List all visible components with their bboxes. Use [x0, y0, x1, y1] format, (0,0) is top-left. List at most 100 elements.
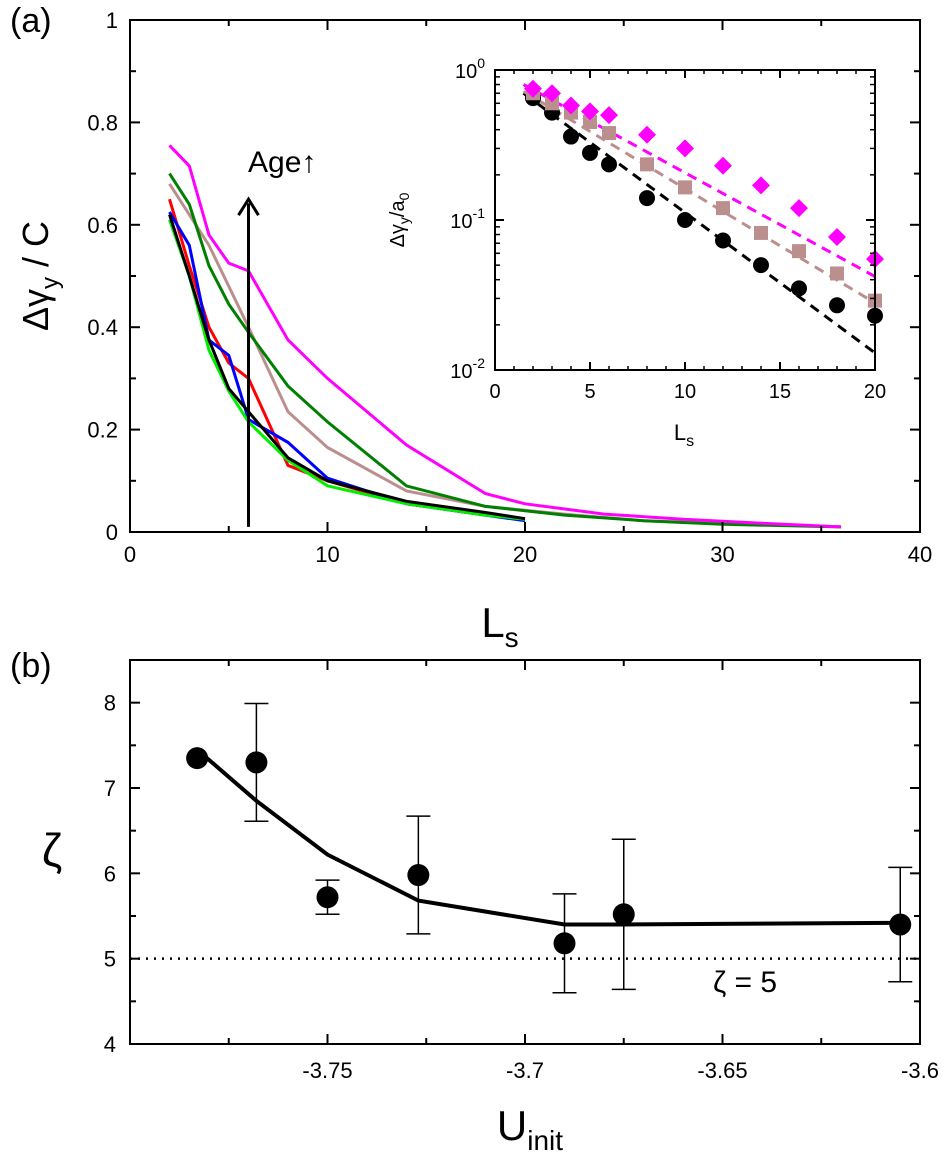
data-point [316, 886, 339, 909]
inset-point-diamond [562, 96, 580, 115]
x-tick-label: 0 [124, 542, 136, 567]
y-tick-label: 0.2 [87, 418, 118, 443]
inset-point-diamond [543, 84, 561, 103]
y-tick-label: 5 [104, 947, 116, 972]
inset-point-diamond [524, 79, 542, 98]
x-tick-label: -3.65 [697, 1058, 747, 1083]
inset-point-circle [601, 156, 617, 173]
inset-x-tick-label: 10 [674, 381, 696, 403]
x-tick-label: 20 [513, 542, 537, 567]
inset-point-diamond [714, 156, 732, 175]
reference-line-label: ζ = 5 [713, 966, 777, 999]
inset-point-diamond [752, 176, 770, 195]
inset-y-tick-exp: -1 [473, 205, 486, 221]
inset-point-circle [829, 297, 845, 314]
inset-series [522, 79, 884, 355]
inset-fit-line-squares [522, 90, 876, 305]
age-annotation: Age↑ [248, 146, 316, 179]
age-arrow [237, 196, 260, 527]
inset-fit-line-circles [522, 92, 876, 355]
panel-a-series [168, 144, 842, 529]
series-line-magenta [168, 144, 842, 529]
inset-point-square [545, 96, 559, 111]
inset-point-diamond [581, 102, 599, 121]
y-tick-label: 1 [106, 8, 118, 33]
inset-point-diamond [600, 106, 618, 125]
inset-point-diamond [790, 199, 808, 218]
inset-point-diamond [828, 228, 846, 247]
inset-point-square [716, 201, 730, 216]
y-tick-label: 4 [104, 1032, 116, 1057]
inset-y-tick-base: 10 [450, 211, 472, 233]
y-tick-label: 0.4 [87, 315, 118, 340]
inset-y-tick-exp: -2 [473, 355, 486, 371]
inset-point-diamond [638, 125, 656, 144]
inset-y-tick-exp: 0 [477, 55, 485, 71]
inset-point-circle [715, 232, 731, 249]
data-point [186, 747, 209, 770]
panel-b-xlabel: Uinit [497, 1102, 563, 1155]
inset-point-square [640, 157, 654, 172]
inset-point-square [754, 225, 768, 240]
y-tick-label: 0.8 [87, 110, 118, 135]
data-point [612, 903, 635, 926]
inset-point-circle [791, 280, 807, 297]
panel-b-ylabel: ζ [42, 824, 62, 876]
inset-ylabel: Δγy/a0 [387, 192, 412, 247]
age-arrow-head [237, 196, 260, 216]
inset-x-tick-label: 15 [769, 381, 791, 403]
x-tick-label: -3.6 [901, 1058, 939, 1083]
panel-a-ylabel: Δγy / C [15, 221, 64, 331]
x-tick-label: -3.75 [302, 1058, 352, 1083]
inset-point-square [583, 115, 597, 130]
data-points [186, 747, 912, 955]
inset-point-circle [753, 257, 769, 274]
inset-frame [494, 69, 876, 371]
fit-line [195, 748, 901, 927]
y-tick-label: 6 [104, 861, 116, 886]
inset-point-circle [677, 212, 693, 228]
inset-x-tick-label: 20 [864, 381, 886, 403]
panel-a-label: (a) [10, 2, 52, 40]
panel-b-ticks: -3.75 -3.7 -3.65 -3.6 4 5 6 7 8 [104, 659, 939, 1083]
data-point [553, 932, 576, 955]
y-tick-label: 7 [104, 776, 116, 801]
inset-y-tick-base: 10 [450, 361, 472, 383]
series-line-darkgreen [168, 172, 842, 529]
x-tick-label: 30 [710, 542, 734, 567]
inset-y-tick-label: 10-1 [450, 205, 485, 233]
y-tick-label: 0.6 [87, 213, 118, 238]
x-tick-label: 10 [315, 542, 339, 567]
series-line-black [168, 214, 526, 521]
data-point [245, 751, 268, 774]
inset-y-tick-label: 100 [455, 55, 485, 83]
inset-point-square [678, 180, 692, 195]
data-point [889, 913, 912, 936]
fit-polyline [195, 748, 901, 927]
data-point [407, 864, 430, 887]
panel-b-frame [129, 659, 921, 1045]
inset-y-tick-base: 10 [455, 61, 477, 83]
panel-a-frame [129, 19, 921, 533]
inset-x-tick-label: 5 [584, 381, 595, 403]
inset-point-circle [582, 144, 598, 161]
inset-point-square [830, 266, 844, 281]
error-bars [244, 702, 913, 994]
y-tick-label: 0 [106, 520, 118, 545]
inset-xlabel: Ls [674, 420, 694, 450]
panel-b-label: (b) [10, 647, 52, 685]
series-line-green [168, 219, 526, 521]
inset-point-square [792, 244, 806, 259]
x-tick-label: -3.7 [506, 1058, 544, 1083]
panel-a-xlabel: Ls [481, 599, 518, 653]
y-tick-label: 8 [104, 691, 116, 716]
inset-y-tick-label: 10-2 [450, 355, 485, 383]
inset-point-circle [563, 128, 579, 145]
inset-point-diamond [676, 139, 694, 158]
inset-point-circle [639, 190, 655, 207]
